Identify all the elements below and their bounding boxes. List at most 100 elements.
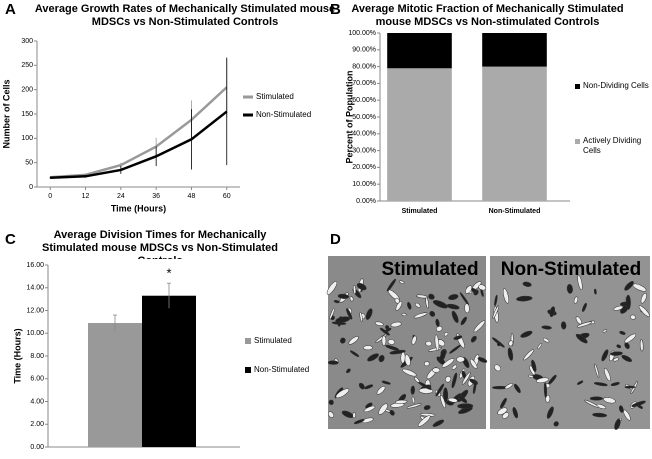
cell bbox=[399, 280, 405, 284]
cell bbox=[395, 399, 408, 404]
cell bbox=[502, 288, 510, 304]
x-tick-label: Stimulated bbox=[402, 208, 438, 215]
y-tick-label: 16.00 bbox=[26, 262, 44, 269]
cell bbox=[630, 314, 636, 320]
cell bbox=[621, 354, 632, 362]
cell bbox=[549, 306, 556, 318]
title-box: Average Mitotic Fraction of Mechanically… bbox=[351, 3, 623, 28]
panel-label: C bbox=[5, 231, 16, 248]
cell bbox=[406, 403, 422, 409]
y-tick-label: 0 bbox=[29, 184, 33, 191]
cell bbox=[451, 372, 458, 389]
cell bbox=[471, 287, 477, 294]
cell bbox=[576, 321, 593, 328]
legend-label: Non-Dividing Cells bbox=[583, 81, 649, 90]
cell bbox=[504, 383, 514, 390]
bar-segment bbox=[387, 33, 452, 69]
y-tick-label: 250 bbox=[21, 62, 33, 69]
legend-swatch bbox=[245, 338, 251, 344]
cell bbox=[593, 382, 608, 387]
title-box: Average Growth Rates of Mechanically Sti… bbox=[35, 3, 335, 28]
x-tick-label: Non-Stimulated bbox=[489, 208, 541, 215]
bar bbox=[142, 295, 196, 447]
cell bbox=[602, 329, 608, 333]
cell bbox=[365, 308, 373, 320]
cell bbox=[584, 399, 599, 408]
cell bbox=[402, 368, 417, 377]
cell bbox=[329, 307, 335, 320]
y-tick-label: 70.00% bbox=[352, 80, 376, 87]
cell bbox=[415, 294, 428, 299]
cell bbox=[445, 376, 452, 383]
cell bbox=[513, 383, 521, 394]
y-tick-label: 100.00% bbox=[348, 30, 376, 37]
cell bbox=[453, 335, 463, 340]
y-tick-label: 0.00 bbox=[30, 444, 44, 451]
cell bbox=[328, 411, 334, 418]
cell bbox=[385, 345, 400, 351]
panel-label: D bbox=[330, 231, 341, 248]
cell bbox=[363, 405, 376, 413]
cell bbox=[411, 396, 415, 404]
cell bbox=[423, 361, 430, 367]
cell bbox=[326, 281, 338, 295]
y-tick-label: 40.00% bbox=[352, 131, 376, 138]
cell bbox=[610, 351, 623, 356]
cell bbox=[577, 380, 584, 385]
cell bbox=[418, 381, 432, 390]
y-tick-label: 6.00 bbox=[30, 376, 44, 383]
panel-label: B bbox=[330, 1, 341, 18]
cell bbox=[432, 367, 441, 373]
y-tick-label: 2.00 bbox=[30, 421, 44, 428]
cell bbox=[434, 334, 440, 351]
y-axis-label: Number of Cells bbox=[1, 79, 11, 148]
cell bbox=[374, 321, 384, 326]
title-box: Average Division Times for Mechanically … bbox=[42, 229, 278, 259]
image-label: Non-Stimulated bbox=[501, 259, 641, 280]
y-tick-label: 4.00 bbox=[30, 398, 44, 405]
x-tick-label: 0 bbox=[48, 193, 52, 200]
cell bbox=[356, 283, 367, 291]
cell bbox=[619, 405, 624, 413]
cell bbox=[624, 385, 636, 389]
cell bbox=[410, 385, 415, 395]
y-tick-label: 20.00% bbox=[352, 164, 376, 171]
cell bbox=[327, 360, 339, 365]
bar bbox=[88, 323, 142, 447]
y-tick-label: 90.00% bbox=[352, 47, 376, 54]
cell bbox=[411, 335, 417, 345]
cell bbox=[543, 337, 550, 343]
y-tick-label: 200 bbox=[21, 87, 33, 94]
cell bbox=[575, 333, 588, 344]
cell bbox=[346, 368, 351, 374]
cell bbox=[363, 345, 373, 351]
cell bbox=[386, 278, 396, 292]
cell bbox=[536, 377, 549, 384]
cell bbox=[560, 321, 567, 330]
cell bbox=[639, 339, 644, 352]
cell bbox=[640, 292, 647, 304]
cell bbox=[494, 294, 498, 307]
cell bbox=[575, 316, 582, 325]
legend-label: Non-Stimulated bbox=[254, 365, 309, 374]
cell bbox=[619, 330, 626, 335]
cell bbox=[349, 350, 360, 357]
x-tick-label: 48 bbox=[188, 193, 196, 200]
bar-segment bbox=[387, 68, 452, 201]
cell bbox=[352, 412, 356, 419]
x-tick-label: 60 bbox=[223, 193, 231, 200]
cell bbox=[502, 412, 510, 419]
cell bbox=[500, 397, 507, 409]
cell bbox=[457, 395, 468, 403]
cell bbox=[337, 293, 350, 299]
legend-swatch bbox=[575, 84, 580, 89]
legend-label: Actively Dividing Cells bbox=[583, 136, 642, 155]
cell bbox=[497, 407, 508, 415]
cell bbox=[378, 354, 385, 363]
cell bbox=[613, 357, 619, 362]
y-tick-label: 80.00% bbox=[352, 63, 376, 70]
cell bbox=[624, 281, 634, 291]
cell bbox=[589, 396, 604, 401]
cell bbox=[614, 418, 621, 430]
cell bbox=[477, 357, 488, 363]
